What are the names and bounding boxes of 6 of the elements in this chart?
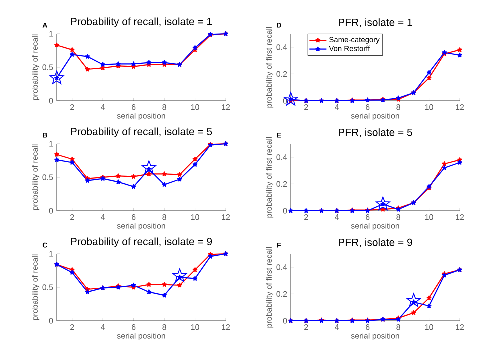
chart-title: Probability of recall, isolate = 9: [71, 238, 212, 248]
chart-title: PFR, isolate = 1: [339, 18, 412, 28]
chart-title: PFR, isolate = 9: [339, 238, 412, 248]
chart-title: Probability of recall, isolate = 1: [71, 18, 212, 28]
chart-title: Probability of recall, isolate = 5: [71, 128, 212, 138]
chart-title: PFR, isolate = 5: [339, 128, 412, 138]
